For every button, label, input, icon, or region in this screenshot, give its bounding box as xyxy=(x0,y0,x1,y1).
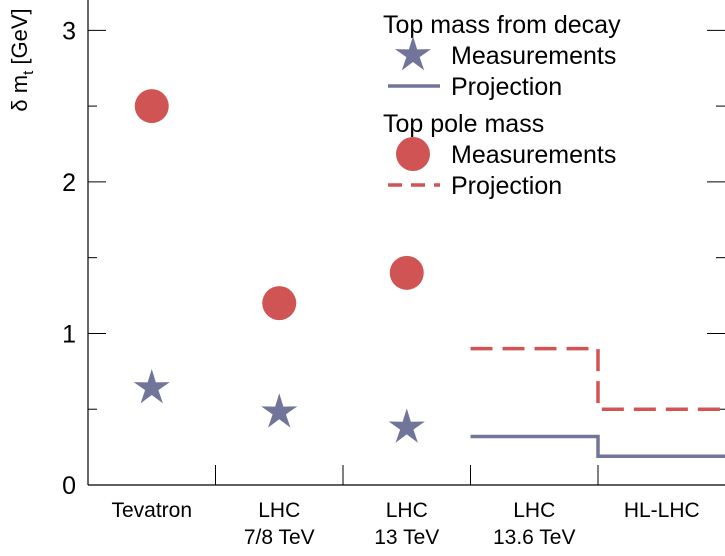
legend-group-title: Top mass from decay xyxy=(383,11,621,39)
y-axis-label: δ mt [GeV] xyxy=(7,8,37,111)
legend-star-icon xyxy=(394,36,432,71)
x-tick-label: Tevatron xyxy=(111,499,192,522)
legend-group-title: Top pole mass xyxy=(383,110,544,138)
legend-entry-label: Measurements xyxy=(451,141,616,169)
x-tick-label: LHC xyxy=(513,499,555,522)
legend-entry-label: Projection xyxy=(451,172,562,200)
pole-measurement-circle xyxy=(389,255,424,290)
x-tick-label: 7/8 TeV xyxy=(244,526,315,549)
decay-measurement-star xyxy=(133,369,170,404)
legend-entry-label: Measurements xyxy=(451,42,616,70)
y-tick-label: 1 xyxy=(62,320,76,348)
x-tick-label: 13 TeV xyxy=(374,526,439,549)
pole-projection-line xyxy=(470,346,725,411)
y-tick-label: 0 xyxy=(62,472,76,500)
y-tick-label: 2 xyxy=(62,169,76,197)
decay-measurement-star xyxy=(388,408,425,443)
pole-measurement-circle xyxy=(134,89,169,124)
x-tick-label: LHC xyxy=(258,499,300,522)
legend-circle-icon xyxy=(396,137,430,171)
decay-projection-line xyxy=(470,434,725,458)
decay-measurement-star xyxy=(261,393,298,428)
pole-measurement-circle xyxy=(262,286,297,321)
x-tick-label: 13.6 TeV xyxy=(493,526,576,549)
legend-entry-label: Projection xyxy=(451,73,562,101)
x-tick-label: HL-LHC xyxy=(624,499,700,522)
x-tick-label: LHC xyxy=(386,499,428,522)
y-tick-label: 3 xyxy=(62,17,76,45)
